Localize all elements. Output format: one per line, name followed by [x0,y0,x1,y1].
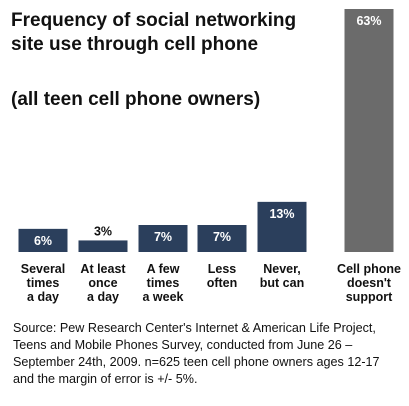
category-label-line: a day [27,290,59,304]
value-label-3: 7% [154,230,172,244]
category-label-line: Never, [263,262,301,276]
value-label-5: 13% [269,207,294,221]
category-label-line: times [26,276,60,290]
category-label-line: but can [259,276,305,290]
category-label-2: At least once a day [68,262,138,304]
bar-1 [18,228,68,252]
category-label-line: Less [207,262,237,276]
bar-6 [344,9,394,252]
category-label-line: times [146,276,180,290]
value-label-4: 7% [213,230,231,244]
category-label-line: a day [87,290,119,304]
category-label-line: doesn't [347,276,391,290]
category-label-line: At least [80,262,126,276]
category-label-1: Several times a day [8,262,78,304]
bar-3 [138,225,188,252]
category-label-line: a week [142,290,184,304]
chart-subtitle: (all teen cell phone owners) [11,89,261,110]
value-label-6: 63% [356,14,381,28]
category-label-5: Never, but can [247,262,317,290]
value-label-1: 6% [34,234,52,248]
value-label-2: 3% [94,224,112,238]
source-note: Source: Pew Research Center's Internet &… [13,321,380,386]
bar-2 [78,240,128,252]
category-label-line: Several [20,262,66,276]
category-label-6: Cell phone doesn't support [334,262,404,304]
category-label-3: A few times a week [128,262,198,304]
category-label-line: A few [146,262,180,276]
category-label-line: often [206,276,238,290]
bar-4 [197,225,247,252]
category-label-line: Cell phone [337,262,401,276]
chart-title: Frequency of social networking site use … [11,10,297,55]
category-label-line: support [345,290,393,304]
category-label-4: Less often [187,262,257,290]
category-label-line: once [88,276,118,290]
bar-5 [257,201,307,252]
